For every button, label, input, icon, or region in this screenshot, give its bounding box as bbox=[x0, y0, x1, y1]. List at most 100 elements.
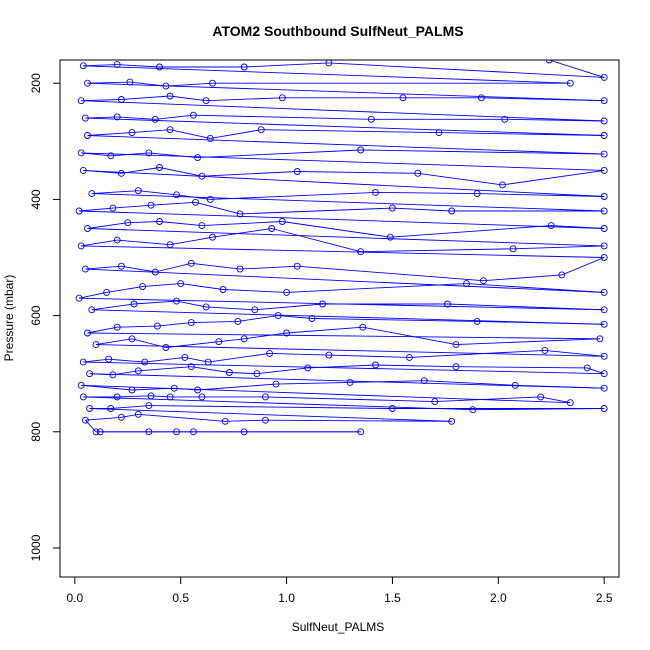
data-point bbox=[600, 352, 608, 360]
y-axis-label: Pressure (mbar) bbox=[2, 275, 16, 362]
data-point bbox=[600, 320, 608, 328]
data-point bbox=[79, 62, 87, 70]
data-point bbox=[319, 300, 327, 308]
series-segment bbox=[328, 354, 410, 358]
data-point bbox=[357, 146, 365, 154]
series-segment bbox=[89, 408, 452, 422]
data-point bbox=[278, 94, 286, 102]
series-segment bbox=[155, 114, 194, 120]
data-point bbox=[145, 149, 153, 157]
x-tick-label: 0.5 bbox=[172, 591, 189, 605]
series-segment bbox=[424, 380, 516, 386]
series-segment bbox=[409, 349, 545, 358]
data-point bbox=[261, 393, 269, 401]
data-point bbox=[600, 166, 608, 174]
series-segment bbox=[121, 167, 160, 174]
data-point bbox=[86, 370, 94, 378]
series-segment bbox=[244, 332, 287, 340]
data-point bbox=[600, 97, 608, 105]
data-point bbox=[357, 428, 365, 436]
series-segment bbox=[297, 265, 484, 282]
x-axis-label: SulfNeut_PALMS bbox=[292, 620, 385, 634]
data-point bbox=[600, 117, 608, 125]
series-segment bbox=[148, 405, 393, 409]
data-point bbox=[128, 386, 136, 394]
data-point bbox=[209, 79, 216, 87]
y-tick-label: 1000 bbox=[29, 534, 43, 561]
series-segment bbox=[144, 356, 185, 363]
series-segment bbox=[85, 419, 97, 433]
data-point bbox=[566, 399, 574, 407]
series-segment bbox=[360, 248, 514, 253]
data-point bbox=[189, 111, 197, 119]
series-segment bbox=[85, 265, 122, 270]
data-point bbox=[75, 294, 83, 302]
data-point bbox=[600, 193, 608, 200]
series-segment bbox=[108, 358, 145, 363]
series-segment bbox=[239, 207, 393, 215]
data-point bbox=[194, 154, 202, 162]
series-segment bbox=[265, 419, 452, 422]
series-segment bbox=[350, 380, 425, 383]
series-segment bbox=[375, 191, 478, 195]
data-point bbox=[147, 392, 155, 400]
series-segment bbox=[483, 274, 562, 282]
data-point bbox=[117, 96, 125, 103]
x-tick-label: 1.5 bbox=[384, 591, 401, 605]
series-segment bbox=[212, 228, 272, 238]
series-segment bbox=[83, 169, 605, 197]
data-point bbox=[86, 405, 94, 412]
series-segment bbox=[112, 370, 139, 376]
data-point bbox=[77, 97, 85, 105]
y-tick-label: 800 bbox=[29, 421, 43, 441]
data-point bbox=[511, 381, 519, 389]
x-tick-label: 1.0 bbox=[278, 591, 295, 605]
data-point bbox=[84, 79, 91, 87]
series-segment bbox=[87, 81, 130, 84]
data-point bbox=[600, 254, 608, 261]
data-point bbox=[251, 306, 259, 314]
data-point bbox=[156, 164, 163, 171]
data-point bbox=[477, 94, 485, 102]
series-segment bbox=[237, 315, 279, 322]
data-point bbox=[583, 364, 591, 372]
data-point bbox=[274, 312, 282, 320]
data-point bbox=[166, 126, 174, 134]
data-point bbox=[261, 416, 269, 424]
data-point bbox=[84, 329, 91, 337]
data-point bbox=[600, 225, 608, 232]
series-points bbox=[75, 60, 608, 436]
data-point bbox=[240, 335, 248, 343]
data-point bbox=[448, 207, 456, 215]
data-point bbox=[448, 417, 456, 425]
series-segment bbox=[191, 320, 238, 324]
series-segment bbox=[87, 332, 600, 340]
series-segment bbox=[106, 286, 143, 293]
data-point bbox=[283, 288, 291, 296]
data-point bbox=[388, 405, 396, 412]
data-point bbox=[134, 187, 142, 195]
y-tick-label: 600 bbox=[29, 305, 43, 325]
series-segment bbox=[91, 193, 605, 212]
series-segment bbox=[117, 395, 152, 398]
series-segment bbox=[81, 99, 122, 102]
series-segment bbox=[131, 129, 171, 134]
data-point bbox=[386, 233, 394, 241]
data-point bbox=[84, 225, 91, 232]
data-point bbox=[92, 341, 100, 349]
data-point bbox=[388, 204, 396, 212]
series-segment bbox=[91, 303, 135, 311]
data-point bbox=[134, 367, 142, 375]
data-point bbox=[431, 398, 439, 406]
series-segment bbox=[197, 383, 277, 391]
data-point bbox=[128, 335, 136, 343]
data-point bbox=[283, 329, 291, 337]
data-point bbox=[113, 323, 121, 331]
series-segment bbox=[197, 149, 361, 159]
series-segment bbox=[81, 152, 605, 171]
series-segment bbox=[165, 341, 219, 348]
series-segment bbox=[239, 265, 298, 270]
data-point bbox=[240, 63, 248, 71]
data-point bbox=[88, 306, 96, 314]
